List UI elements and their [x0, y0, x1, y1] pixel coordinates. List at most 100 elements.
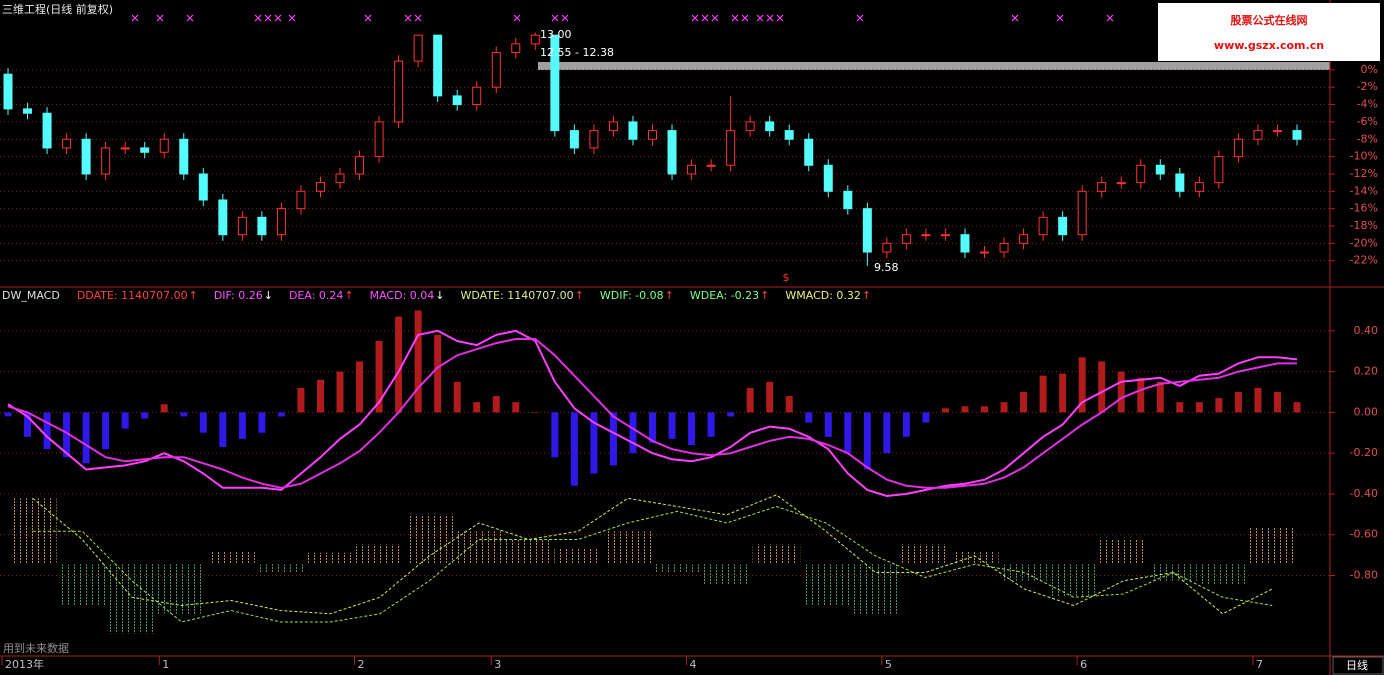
- weekly-macd-bar: [455, 531, 503, 565]
- candle-body: [42, 112, 52, 149]
- signal-cross: [741, 14, 749, 22]
- signal-cross: [756, 14, 764, 22]
- y-tick-label: -12%: [1350, 167, 1378, 180]
- annotation: 12.55 - 12.38: [540, 46, 614, 59]
- indicator-label: DIF: 0.26: [214, 289, 263, 302]
- macd-bar: [1273, 391, 1281, 413]
- indicator-label: DW_MACD: [2, 289, 60, 302]
- candle-body: [589, 130, 599, 149]
- weekly-macd-bar: [1198, 564, 1247, 585]
- macd-bar: [766, 381, 774, 413]
- macd-bar: [883, 412, 891, 454]
- signal-cross: [691, 14, 699, 22]
- candle-body: [491, 52, 501, 88]
- signal-cross: [156, 14, 164, 22]
- x-tick-label: 4: [690, 658, 697, 671]
- signal-cross: [701, 14, 709, 22]
- notice: 用到未来数据: [3, 641, 69, 655]
- macd-bar: [199, 412, 207, 433]
- macd-bar: [180, 412, 188, 417]
- x-tick-label: 7: [1256, 658, 1263, 671]
- macd-bar: [512, 402, 520, 413]
- macd-bar: [336, 371, 344, 413]
- macd-bar: [356, 361, 364, 413]
- macd-bar: [649, 412, 656, 443]
- macd-bar: [219, 412, 227, 448]
- macd-bar: [24, 412, 32, 437]
- macd-bar: [707, 412, 715, 437]
- macd-bar: [1078, 357, 1086, 413]
- weekly-macd-bar: [950, 551, 999, 565]
- macd-bar: [1195, 402, 1203, 413]
- candle-body: [1194, 182, 1204, 192]
- indicator-label: WDIF: -0.08: [600, 289, 664, 302]
- stock-title: 三维工程(日线 前复权): [2, 2, 113, 16]
- macd-bar: [1020, 391, 1028, 413]
- weekly-macd-bar: [1099, 539, 1148, 565]
- macd-bar: [4, 412, 12, 417]
- macd-bar: [551, 412, 559, 458]
- candle-body: [23, 108, 33, 114]
- indicator-label: WMACD: 0.32: [785, 289, 861, 302]
- macd-bar: [1215, 398, 1223, 413]
- weekly-macd-bar: [58, 564, 107, 606]
- macd-bar: [629, 412, 637, 454]
- macd-bar: [473, 402, 481, 413]
- annotation: 9.58: [874, 261, 899, 274]
- macd-bar: [434, 334, 442, 413]
- candle-body: [101, 147, 111, 175]
- candle-body: [980, 251, 990, 254]
- weekly-macd-bar: [1248, 527, 1296, 565]
- signal-cross: [1056, 14, 1064, 22]
- watermark-url: www.gszx.com.cn: [1214, 39, 1324, 52]
- y-tick-label: 0.00: [1354, 405, 1379, 418]
- macd-bar: [805, 412, 813, 423]
- indicator-label: WDEA: -0.23: [690, 289, 759, 302]
- candle-body: [784, 130, 794, 140]
- candle-body: [1253, 130, 1263, 140]
- signal-cross: [254, 14, 262, 22]
- candle-body: [3, 73, 13, 110]
- y-tick-label: -18%: [1350, 219, 1378, 232]
- signal-cross: [364, 14, 372, 22]
- macd-bar: [824, 412, 832, 437]
- macd-bar: [668, 412, 676, 439]
- candle-body: [608, 121, 618, 132]
- macd-bar: [609, 412, 617, 466]
- y-tick-label: 0%: [1361, 63, 1378, 76]
- macd-bar: [238, 412, 246, 439]
- macd-bar: [1059, 373, 1067, 413]
- macd-bar: [453, 381, 461, 413]
- candle-body: [394, 60, 404, 123]
- indicator-arrow: ↑: [344, 289, 353, 302]
- signal-cross: [1011, 14, 1019, 22]
- macd-bar: [902, 412, 910, 437]
- y-tick-label: 0.40: [1354, 324, 1379, 337]
- macd-bar: [1039, 375, 1047, 413]
- candle-body: [550, 34, 560, 132]
- macd-bar: [844, 412, 852, 454]
- macd-bar: [941, 408, 949, 413]
- weekly-macd-bar: [653, 564, 702, 573]
- candle-body: [882, 242, 892, 253]
- macd-bar: [981, 406, 989, 413]
- weekly-macd-bar: [504, 539, 553, 565]
- macd-bar: [785, 396, 793, 413]
- indicator-label: DEA: 0.24: [289, 289, 343, 302]
- macd-bar: [102, 412, 110, 450]
- candle-body: [648, 130, 657, 140]
- candle-body: [276, 208, 286, 236]
- candle-body: [1038, 216, 1048, 236]
- indicator-arrow: ↑: [189, 289, 198, 302]
- macd-bar: [297, 387, 305, 413]
- candle-body: [999, 242, 1009, 253]
- signal-cross: [274, 14, 282, 22]
- candle-body: [62, 138, 72, 149]
- candle-body: [355, 156, 365, 175]
- candle-body: [1019, 234, 1029, 244]
- weekly-macd-bar: [802, 564, 850, 606]
- weekly-macd-bar: [752, 544, 801, 565]
- y-tick-label: -16%: [1350, 202, 1378, 215]
- y-tick-label: -4%: [1357, 98, 1378, 111]
- y-tick-label: -0.80: [1350, 568, 1378, 581]
